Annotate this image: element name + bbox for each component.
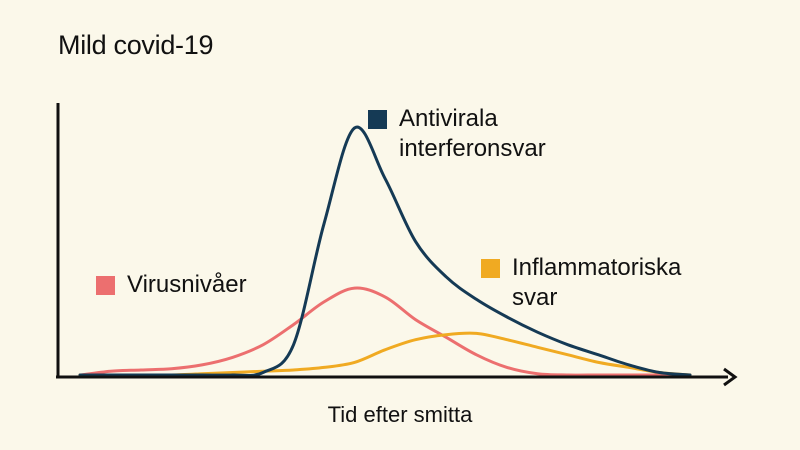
legend-virus: Virusnivåer <box>96 270 247 300</box>
legend-antiviral-swatch <box>368 110 387 129</box>
legend-inflammation-swatch <box>481 259 500 278</box>
x-axis-arrowhead <box>723 367 738 387</box>
legend-virus-swatch <box>96 276 115 295</box>
series-line-virus <box>78 286 692 377</box>
legend-antiviral-label: Antivirala interferonsvar <box>399 105 546 162</box>
legend-inflammation-label: Inflammatoriska svar <box>512 254 682 311</box>
legend-antiviral: Antivirala interferonsvar <box>368 104 546 164</box>
legend-virus-label: Virusnivåer <box>127 271 247 298</box>
x-axis-label: Tid efter smitta <box>327 402 473 427</box>
legend-inflammation: Inflammatoriska svar <box>481 253 681 313</box>
chart-title: Mild covid-19 <box>58 30 214 60</box>
series-line-antiviral <box>78 125 692 377</box>
